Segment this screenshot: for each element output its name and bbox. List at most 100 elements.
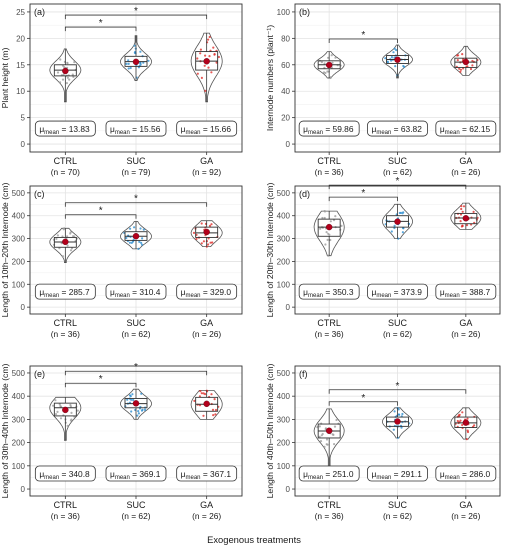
mean-marker-ctrl xyxy=(62,67,69,75)
significance-bracket xyxy=(64,26,137,32)
data-point-ga xyxy=(459,220,462,223)
data-point-ctrl xyxy=(58,403,61,406)
y-tick-label: 0 xyxy=(286,485,291,494)
data-point-suc xyxy=(127,59,130,62)
sample-size-label: (n = 26) xyxy=(451,167,480,177)
data-point-ga xyxy=(213,398,216,401)
data-point-ctrl xyxy=(318,425,321,428)
sample-size-label: (n = 26) xyxy=(451,511,480,521)
y-tick-label: 300 xyxy=(12,235,26,244)
y-tick-label: 300 xyxy=(12,415,26,424)
mean-label-box xyxy=(176,283,238,300)
x-category-label: CTRL xyxy=(54,500,78,510)
significance-bracket xyxy=(328,38,398,43)
y-axis-label: Length of 40th–50th Internode (cm) xyxy=(265,364,275,499)
data-point-suc xyxy=(138,240,141,243)
data-point-ga xyxy=(203,64,206,67)
mean-label-ga: μmean = 388.7 xyxy=(440,287,491,299)
mean-marker-suc xyxy=(132,232,140,240)
y-tick-label: 60 xyxy=(281,61,290,70)
significance-star: * xyxy=(361,393,365,404)
data-point-ga xyxy=(456,54,459,57)
data-point-ctrl xyxy=(71,73,74,76)
data-point-suc xyxy=(142,61,145,64)
y-tick-label: 500 xyxy=(12,189,26,198)
data-point-ctrl xyxy=(65,82,68,85)
mean-label-box xyxy=(367,283,428,300)
data-point-ga xyxy=(208,35,211,39)
mean-label-box xyxy=(105,465,167,482)
data-point-suc xyxy=(392,51,395,54)
panel-label: (c) xyxy=(34,189,45,199)
data-point-ga xyxy=(215,61,218,64)
data-point-ctrl xyxy=(326,238,329,241)
panel-label: (a) xyxy=(34,7,45,17)
box-ga xyxy=(195,226,219,238)
mean-label-box xyxy=(435,465,497,482)
data-point-ctrl xyxy=(323,62,326,65)
mean-label-ga: μmean = 286.0 xyxy=(440,469,491,481)
data-point-ga xyxy=(456,59,459,62)
data-point-suc xyxy=(384,57,387,60)
data-point-ga xyxy=(208,55,211,58)
data-point-ctrl xyxy=(334,56,337,59)
x-category-label: SUC xyxy=(388,156,408,166)
significance-bracket xyxy=(328,389,467,394)
significance-bracket xyxy=(328,184,467,190)
mean-label-ctrl: μmean = 251.0 xyxy=(303,469,354,481)
data-point-suc xyxy=(131,393,134,396)
mean-label-ctrl: μmean = 350.3 xyxy=(303,287,354,299)
sample-size-label: (n = 62) xyxy=(121,511,150,521)
mean-label-box xyxy=(298,120,360,137)
mean-label-ctrl: μmean = 285.7 xyxy=(39,287,90,299)
box-ctrl xyxy=(53,402,77,417)
data-point-suc xyxy=(133,51,136,54)
data-point-ga xyxy=(214,408,218,412)
data-point-ga xyxy=(460,225,463,228)
x-category-label: SUC xyxy=(126,318,146,328)
data-point-ctrl xyxy=(54,399,57,402)
significance-bracket xyxy=(64,202,208,207)
data-point-ctrl xyxy=(73,61,76,64)
mean-marker-suc xyxy=(132,58,140,66)
panel-label: (b) xyxy=(299,7,310,17)
data-point-ctrl xyxy=(333,425,337,428)
data-point-ga xyxy=(210,223,213,226)
x-category-label: CTRL xyxy=(317,500,341,510)
data-point-ga xyxy=(461,411,464,414)
data-point-suc xyxy=(393,410,396,413)
mean-label-box xyxy=(298,465,360,482)
panel-label: (e) xyxy=(34,369,45,379)
mean-marker-ga xyxy=(203,228,210,236)
mean-marker-ga xyxy=(462,419,470,426)
x-category-label: CTRL xyxy=(54,318,78,328)
data-point-ga xyxy=(456,419,459,423)
data-point-ga xyxy=(466,417,469,420)
data-point-ctrl xyxy=(319,440,323,443)
data-point-ctrl xyxy=(323,216,326,220)
significance-bracket xyxy=(64,370,208,376)
x-category-label: SUC xyxy=(126,156,146,166)
data-point-ga xyxy=(204,89,207,92)
box-ga xyxy=(454,57,478,68)
mean-label-suc: μmean = 291.1 xyxy=(372,469,423,481)
data-point-ctrl xyxy=(326,70,329,73)
sample-size-label: (n = 36) xyxy=(315,329,344,339)
violin-ctrl xyxy=(49,48,82,103)
mean-marker-ctrl xyxy=(325,223,333,231)
data-point-ga xyxy=(212,46,215,49)
mean-label-box xyxy=(34,120,96,137)
y-tick-label: 100 xyxy=(12,462,26,471)
mean-marker-ctrl xyxy=(62,406,69,414)
y-tick-label: 500 xyxy=(12,369,26,378)
data-point-ctrl xyxy=(320,61,323,64)
data-point-ctrl xyxy=(52,404,55,407)
data-point-ga xyxy=(469,67,473,71)
data-point-suc xyxy=(137,247,140,250)
data-point-ctrl xyxy=(76,409,79,412)
y-tick-label: 200 xyxy=(12,257,26,266)
sample-size-label: (n = 70) xyxy=(51,167,80,177)
data-point-ga xyxy=(199,390,202,393)
